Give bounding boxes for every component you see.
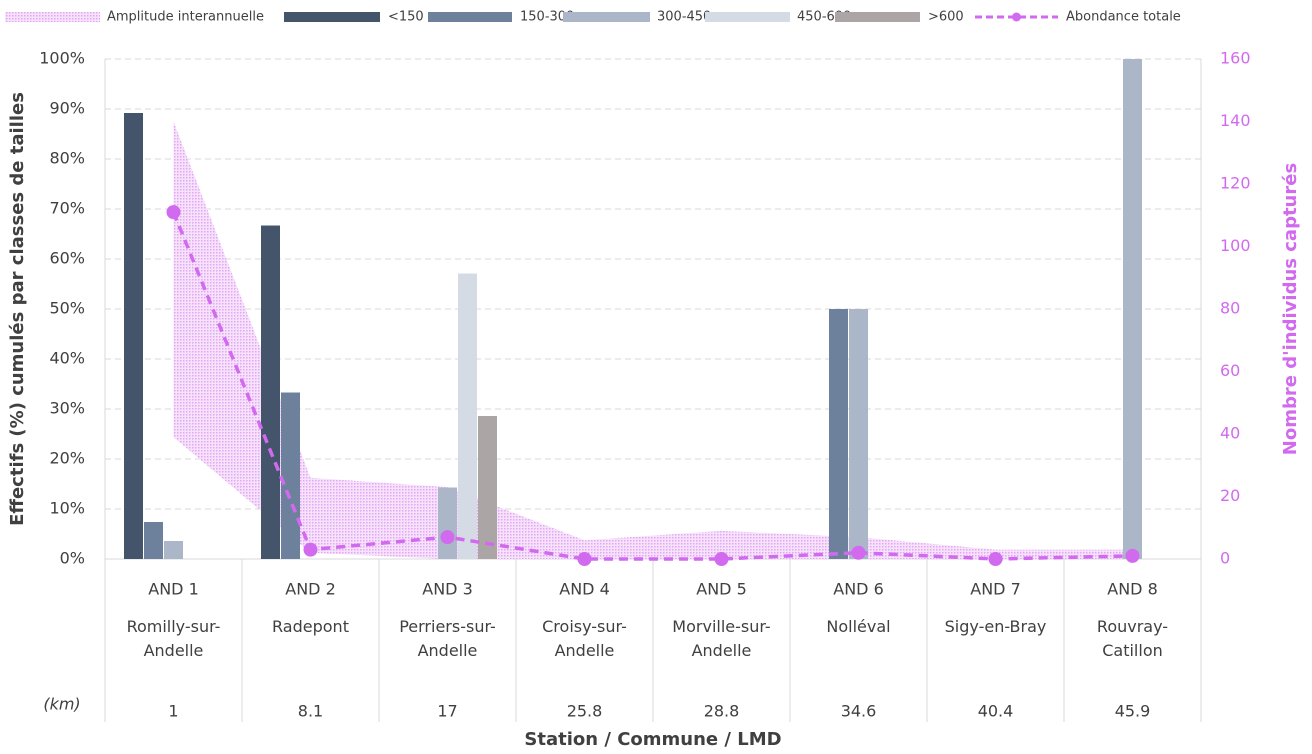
distance-label: 8.1 <box>298 702 323 721</box>
distance-label: 45.9 <box>1115 702 1151 721</box>
y-axis-title: Effectifs (%) cumulés par classes de tai… <box>7 92 28 526</box>
y2-tick-label: 140 <box>1220 111 1251 130</box>
y-tick-label: 40% <box>49 349 85 368</box>
distance-label: 40.4 <box>978 702 1014 721</box>
x-tick-label: AND 3 <box>422 580 473 599</box>
x-axis-title: Station / Commune / LMD <box>524 729 781 750</box>
bar <box>458 273 477 559</box>
legend-label: >600 <box>928 10 964 25</box>
bar <box>1123 59 1142 559</box>
commune-label: Nolléval <box>826 617 891 636</box>
bar <box>124 113 143 559</box>
x-tick-label: AND 2 <box>285 580 336 599</box>
bar <box>261 225 280 559</box>
y2-tick-label: 120 <box>1220 174 1251 193</box>
x-tick-label: AND 5 <box>696 580 747 599</box>
y-tick-label: 30% <box>49 399 85 418</box>
y-tick-label: 0% <box>60 549 85 568</box>
y2-axis-title: Nombre d'individus capturés <box>1280 163 1301 455</box>
legend-swatch <box>563 12 650 22</box>
legend-label: Abondance totale <box>1066 10 1181 25</box>
y-tick-label: 60% <box>49 249 85 268</box>
distance-label: 17 <box>437 702 457 721</box>
line-marker <box>714 552 729 566</box>
legend-swatch <box>5 12 100 22</box>
bar <box>438 487 457 559</box>
bar <box>478 416 497 559</box>
x-tick-label: AND 6 <box>833 580 884 599</box>
line-marker <box>440 530 455 545</box>
commune-label: Radepont <box>272 617 349 636</box>
distance-label: 25.8 <box>567 702 603 721</box>
legend-swatch-marker <box>1012 12 1021 22</box>
y2-tick-label: 20 <box>1220 486 1240 505</box>
legend-label: <150 <box>388 10 424 25</box>
commune-label: Morville-sur-Andelle <box>672 617 771 660</box>
y-tick-label: 10% <box>49 499 85 518</box>
distance-label: 34.6 <box>841 702 877 721</box>
y-tick-label: 100% <box>39 49 85 68</box>
legend-swatch <box>428 12 512 22</box>
legend-label: 150-300 <box>520 10 574 25</box>
y-tick-label: 90% <box>49 99 85 118</box>
y2-tick-label: 40 <box>1220 424 1240 443</box>
y-tick-label: 50% <box>49 299 85 318</box>
bar <box>849 309 868 559</box>
legend-label: 300-450 <box>657 10 711 25</box>
legend-swatch <box>705 12 790 22</box>
line-marker <box>577 552 592 566</box>
commune-label: Rouvray-Catillon <box>1096 617 1169 660</box>
x-tick-label: AND 1 <box>148 580 199 599</box>
legend-label: Amplitude interannuelle <box>107 10 264 25</box>
x-tick-label: AND 4 <box>559 580 610 599</box>
legend-swatch <box>835 12 920 22</box>
line-marker <box>988 552 1003 566</box>
commune-label: Sigy-en-Bray <box>944 617 1047 636</box>
commune-label: Croisy-sur-Andelle <box>542 617 627 660</box>
y2-tick-label: 60 <box>1220 361 1240 380</box>
y-tick-label: 80% <box>49 149 85 168</box>
y2-tick-label: 160 <box>1220 49 1251 68</box>
line-marker <box>166 205 181 220</box>
x-tick-label: AND 7 <box>970 580 1021 599</box>
distance-row-label: (km) <box>43 695 80 714</box>
commune-label: Romilly-sur-Andelle <box>126 617 221 660</box>
line-marker <box>1125 548 1140 563</box>
line-marker <box>851 545 866 560</box>
bar <box>144 522 163 559</box>
amplitude-band <box>173 121 1133 559</box>
bar <box>164 541 183 559</box>
line-marker <box>303 542 318 557</box>
y-tick-label: 20% <box>49 449 85 468</box>
distance-label: 28.8 <box>704 702 740 721</box>
x-tick-label: AND 8 <box>1107 580 1158 599</box>
y2-tick-label: 80 <box>1220 299 1240 318</box>
bar <box>281 392 300 559</box>
legend-swatch <box>284 12 380 22</box>
y-tick-label: 70% <box>49 199 85 218</box>
y2-tick-label: 100 <box>1220 236 1251 255</box>
line <box>171 211 1133 561</box>
bar <box>829 309 848 559</box>
y2-tick-label: 0 <box>1220 549 1230 568</box>
distance-label: 1 <box>168 702 178 721</box>
commune-label: Perriers-sur-Andelle <box>399 617 496 660</box>
